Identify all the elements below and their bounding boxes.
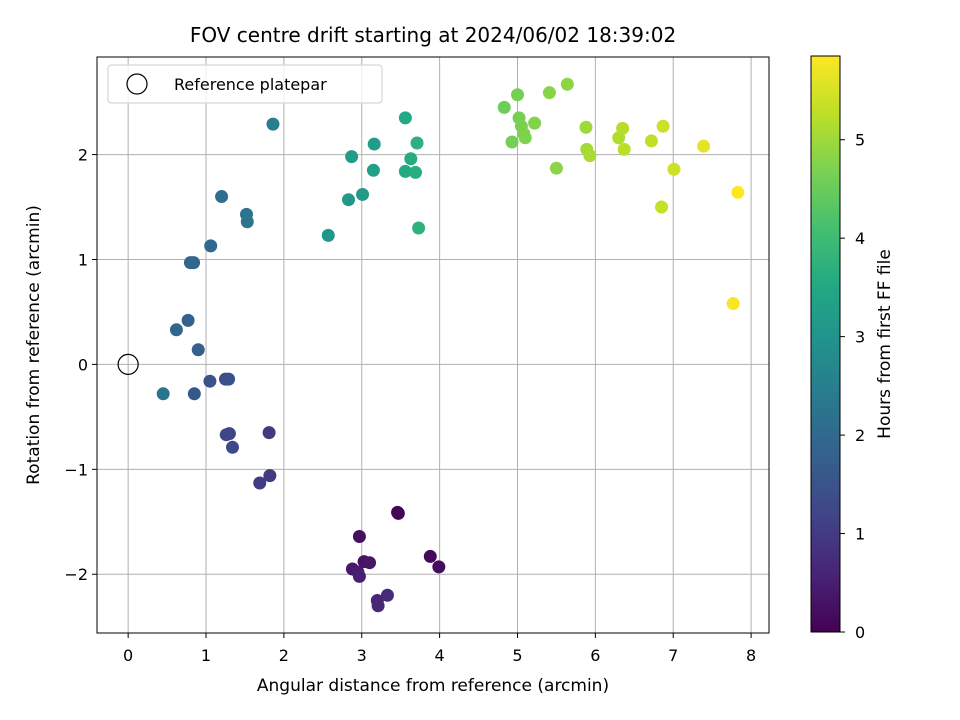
chart-title: FOV centre drift starting at 2024/06/02 … bbox=[190, 23, 676, 47]
plot-frame bbox=[96, 56, 770, 634]
colorbar-tick-label: 5 bbox=[855, 131, 865, 150]
data-point bbox=[731, 185, 745, 199]
y-axis-label: Rotation from reference (arcmin) bbox=[24, 205, 44, 485]
data-point bbox=[656, 119, 670, 133]
data-point bbox=[380, 588, 394, 602]
data-point bbox=[253, 476, 267, 490]
data-point bbox=[616, 121, 630, 135]
data-point bbox=[262, 426, 276, 440]
data-point bbox=[408, 165, 422, 179]
x-tick-label: 6 bbox=[590, 646, 600, 665]
data-point bbox=[222, 372, 236, 386]
data-point bbox=[579, 120, 593, 134]
data-point bbox=[505, 135, 519, 149]
data-point bbox=[667, 162, 681, 176]
colorbar-ticks: 0 1 2 3 4 5 bbox=[840, 131, 865, 642]
data-point bbox=[187, 387, 201, 401]
legend-label: Reference platepar bbox=[174, 75, 327, 94]
data-point bbox=[410, 136, 424, 150]
data-point bbox=[528, 116, 542, 130]
x-tick-label: 8 bbox=[746, 646, 756, 665]
data-point bbox=[366, 163, 380, 177]
data-point bbox=[156, 387, 170, 401]
data-point bbox=[321, 228, 335, 242]
data-point bbox=[655, 200, 669, 214]
x-tick-label: 1 bbox=[201, 646, 211, 665]
y-axis-ticks: −2 −1 0 1 2 bbox=[64, 146, 97, 584]
x-tick-label: 4 bbox=[435, 646, 445, 665]
reference-point-marker bbox=[117, 353, 139, 376]
data-point bbox=[398, 111, 412, 125]
x-tick-label: 2 bbox=[279, 646, 289, 665]
data-point bbox=[549, 161, 563, 175]
data-point bbox=[412, 221, 426, 235]
data-point bbox=[266, 117, 280, 131]
data-point bbox=[219, 428, 233, 442]
data-point bbox=[404, 152, 418, 166]
data-point bbox=[542, 86, 556, 100]
data-point bbox=[183, 256, 197, 270]
data-point bbox=[518, 131, 532, 145]
grid-lines bbox=[97, 57, 769, 633]
legend-box bbox=[107, 64, 383, 104]
colorbar-tick-label: 4 bbox=[855, 229, 865, 248]
data-point bbox=[726, 297, 740, 311]
data-point bbox=[363, 556, 377, 570]
data-point bbox=[352, 569, 366, 583]
data-point bbox=[225, 440, 239, 454]
data-point bbox=[560, 77, 574, 91]
y-tick-label: −1 bbox=[64, 460, 88, 479]
colorbar-label: Hours from first FF file bbox=[875, 249, 895, 439]
data-points bbox=[117, 77, 745, 613]
data-point bbox=[510, 88, 524, 102]
colorbar-tick-label: 1 bbox=[855, 525, 865, 544]
data-point bbox=[391, 506, 405, 520]
data-point bbox=[215, 190, 229, 204]
y-tick-label: 0 bbox=[78, 355, 88, 374]
y-tick-label: 2 bbox=[78, 146, 88, 165]
data-point bbox=[423, 549, 437, 563]
x-axis-label: Angular distance from reference (arcmin) bbox=[257, 676, 609, 696]
data-point bbox=[203, 374, 217, 388]
data-point bbox=[263, 469, 277, 483]
legend: Reference platepar bbox=[107, 64, 383, 104]
x-tick-label: 0 bbox=[123, 646, 133, 665]
x-tick-label: 5 bbox=[512, 646, 522, 665]
colorbar-tick-label: 3 bbox=[855, 328, 865, 347]
data-point bbox=[169, 323, 183, 337]
x-tick-label: 7 bbox=[668, 646, 678, 665]
y-tick-label: −2 bbox=[64, 565, 88, 584]
colorbar-tick-label: 2 bbox=[855, 426, 865, 445]
data-point bbox=[204, 239, 218, 253]
colorbar-gradient bbox=[810, 55, 841, 633]
data-point bbox=[697, 139, 711, 153]
colorbar: 0 1 2 3 4 5 Hours from first FF file bbox=[810, 55, 895, 642]
data-point bbox=[398, 164, 412, 178]
data-point bbox=[367, 137, 381, 151]
x-tick-label: 3 bbox=[357, 646, 367, 665]
data-point bbox=[583, 149, 597, 163]
data-point bbox=[371, 599, 385, 613]
x-axis-ticks: 0 1 2 3 4 5 6 7 8 bbox=[123, 633, 756, 665]
data-point bbox=[497, 100, 511, 114]
data-point bbox=[191, 343, 205, 357]
data-point bbox=[432, 560, 446, 574]
legend-marker-icon bbox=[126, 73, 148, 95]
data-point bbox=[345, 150, 359, 164]
y-tick-label: 1 bbox=[78, 250, 88, 269]
data-point bbox=[352, 529, 366, 543]
colorbar-tick-label: 0 bbox=[855, 623, 865, 642]
data-point bbox=[617, 142, 631, 156]
data-point bbox=[342, 193, 356, 207]
data-point bbox=[356, 187, 370, 201]
data-point bbox=[240, 215, 254, 229]
data-point bbox=[181, 313, 195, 327]
data-point bbox=[644, 134, 658, 148]
